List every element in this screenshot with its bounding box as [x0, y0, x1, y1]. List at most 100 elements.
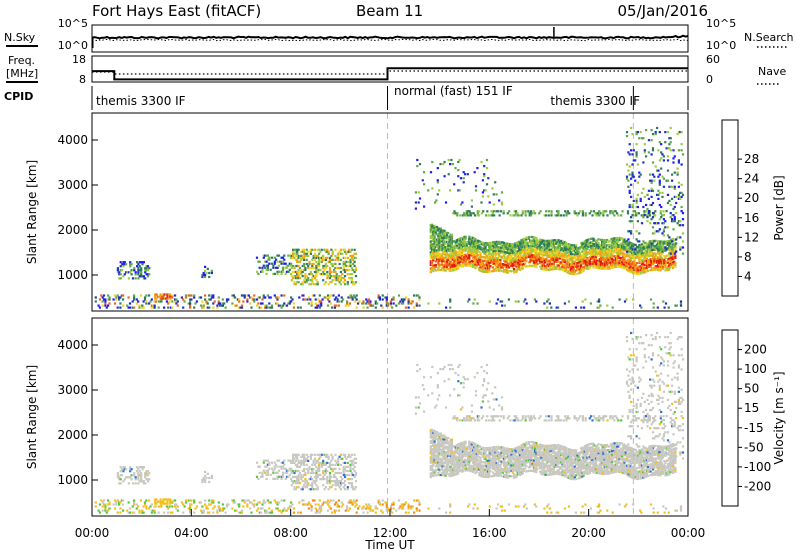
- power-cell-e-27: [116, 306, 119, 309]
- velocity-cell-c-43: [276, 471, 279, 474]
- power-cell-band-366: [457, 238, 460, 241]
- power-cell-i-114: [647, 139, 650, 142]
- power-cell-e-309: [354, 296, 357, 299]
- power-cell-d-335: [352, 258, 355, 261]
- velocity-cell-e-195: [258, 501, 261, 504]
- power-cell-band-386: [459, 253, 462, 256]
- velocity-cell-e-206: [265, 509, 268, 512]
- power-cell-band-328: [453, 247, 456, 250]
- power-cell-g-106: [581, 212, 584, 215]
- power-cell-band-1576: [581, 268, 584, 271]
- power-cell-band-1059: [529, 248, 532, 251]
- power-cell-e-181: [247, 294, 250, 297]
- velocity-cell-d-192: [324, 467, 327, 471]
- velocity-cell-e-220: [276, 501, 279, 504]
- power-cell-band-2443: [669, 262, 672, 265]
- power-cell-band-1803: [603, 266, 606, 269]
- power-cell-d-128: [312, 266, 315, 270]
- power-cell-band-2093: [632, 261, 635, 264]
- power-cell-band-200: [443, 263, 446, 267]
- velocity-cell-a-56: [140, 466, 143, 469]
- power-cell-band-201: [443, 260, 446, 263]
- power-cell-e-376: [411, 300, 414, 303]
- velocity-cell-e-66: [149, 505, 152, 508]
- power-cell-band-1865: [609, 265, 612, 268]
- power-cell-band-175: [440, 240, 444, 243]
- power-cell-band-754: [498, 267, 501, 270]
- power-cell-band-346: [455, 258, 458, 262]
- velocity-cell-c-11: [262, 461, 265, 464]
- power-cell-band-2275: [650, 250, 653, 253]
- power-cell-band-363: [457, 251, 460, 254]
- velocity-cell-d-253: [335, 461, 338, 464]
- power-cell-band-2490: [674, 263, 677, 267]
- power-cell-band-1213: [544, 241, 547, 244]
- power-cell-band-1076: [531, 264, 534, 267]
- power-cell-c-58: [281, 260, 285, 263]
- power-cell-band-430: [463, 237, 466, 240]
- power-cell-i-125: [650, 189, 653, 192]
- power-cell-band-484: [469, 252, 472, 255]
- power-cell-band-1706: [593, 250, 596, 253]
- power-cell-band-696: [491, 257, 494, 260]
- power-cell-e-9: [102, 298, 106, 301]
- power-cell-band-1061: [529, 244, 532, 247]
- power-cell-band-1534: [576, 256, 579, 259]
- velocity-cell-e-5: [100, 499, 103, 502]
- power-cell-a-36: [134, 277, 137, 280]
- velocity-cell-a-20: [125, 476, 128, 479]
- power-cell-e-206: [265, 304, 268, 307]
- velocity-cell-e-82: [165, 505, 168, 508]
- power-cell-band-2328: [657, 265, 660, 268]
- power-cell-a-64: [144, 271, 147, 274]
- velocity-cell-d-334: [352, 467, 355, 471]
- velocity-cell-d-203: [326, 455, 329, 458]
- power-cell-band-1818: [604, 255, 607, 258]
- velocity-cell-e-58: [142, 505, 145, 508]
- velocity-cell-e-107: [189, 509, 192, 512]
- power-cell-band-128: [437, 229, 440, 232]
- power-cell-h-18: [435, 199, 438, 202]
- power-cell-band-560: [476, 257, 480, 260]
- power-cell-band-1608: [583, 251, 586, 254]
- power-cell-band-2434: [668, 264, 671, 267]
- power-cell-band-1152: [539, 261, 542, 265]
- power-cell-band-2477: [671, 238, 675, 241]
- power-cell-g-146: [635, 212, 638, 215]
- velocity-cell-d-87: [304, 473, 307, 477]
- power-cell-band-1581: [581, 254, 584, 257]
- power-cell-band-2087: [632, 272, 635, 275]
- power-cell-band-1071: [530, 246, 533, 249]
- velocity-cell-e-208: [268, 511, 271, 514]
- power-cell-d-11: [292, 250, 295, 253]
- power-cell-d-228: [331, 275, 334, 278]
- power-cell-d-114: [309, 252, 312, 255]
- power-cell-d-288: [343, 283, 347, 286]
- velocity-cell-e-0: [94, 505, 97, 508]
- power-cell-band-1800: [602, 242, 605, 245]
- power-cell-d-97: [305, 252, 308, 255]
- power-cell-band-594: [480, 262, 483, 266]
- power-cell-band-794: [501, 241, 504, 244]
- power-cell-band-1163: [539, 238, 542, 241]
- power-cell-e-192: [257, 302, 260, 305]
- power-cell-band-848: [506, 242, 509, 245]
- power-cell-band-420: [463, 259, 466, 262]
- power-cell-band-206: [443, 247, 446, 250]
- power-cell-band-1957: [618, 236, 621, 240]
- power-cell-band-641: [485, 249, 488, 252]
- power-cell-band-193: [442, 234, 445, 238]
- power-cell-d-291: [343, 270, 347, 274]
- power-cell-band-1331: [556, 266, 559, 269]
- power-cell-e-315: [361, 302, 364, 305]
- power-cell-band-2309: [654, 257, 657, 260]
- power-cell-band-1179: [541, 264, 544, 267]
- power-cell-e-101: [183, 300, 186, 303]
- power-cell-i-202: [662, 159, 665, 162]
- power-cell-e-170: [239, 306, 242, 309]
- velocity-cell-e-199: [261, 503, 264, 506]
- power-cell-band-1212: [544, 243, 547, 246]
- power-cell-d-205: [327, 283, 330, 286]
- power-cell-band-683: [490, 270, 493, 273]
- power-cell-j-48: [606, 304, 609, 307]
